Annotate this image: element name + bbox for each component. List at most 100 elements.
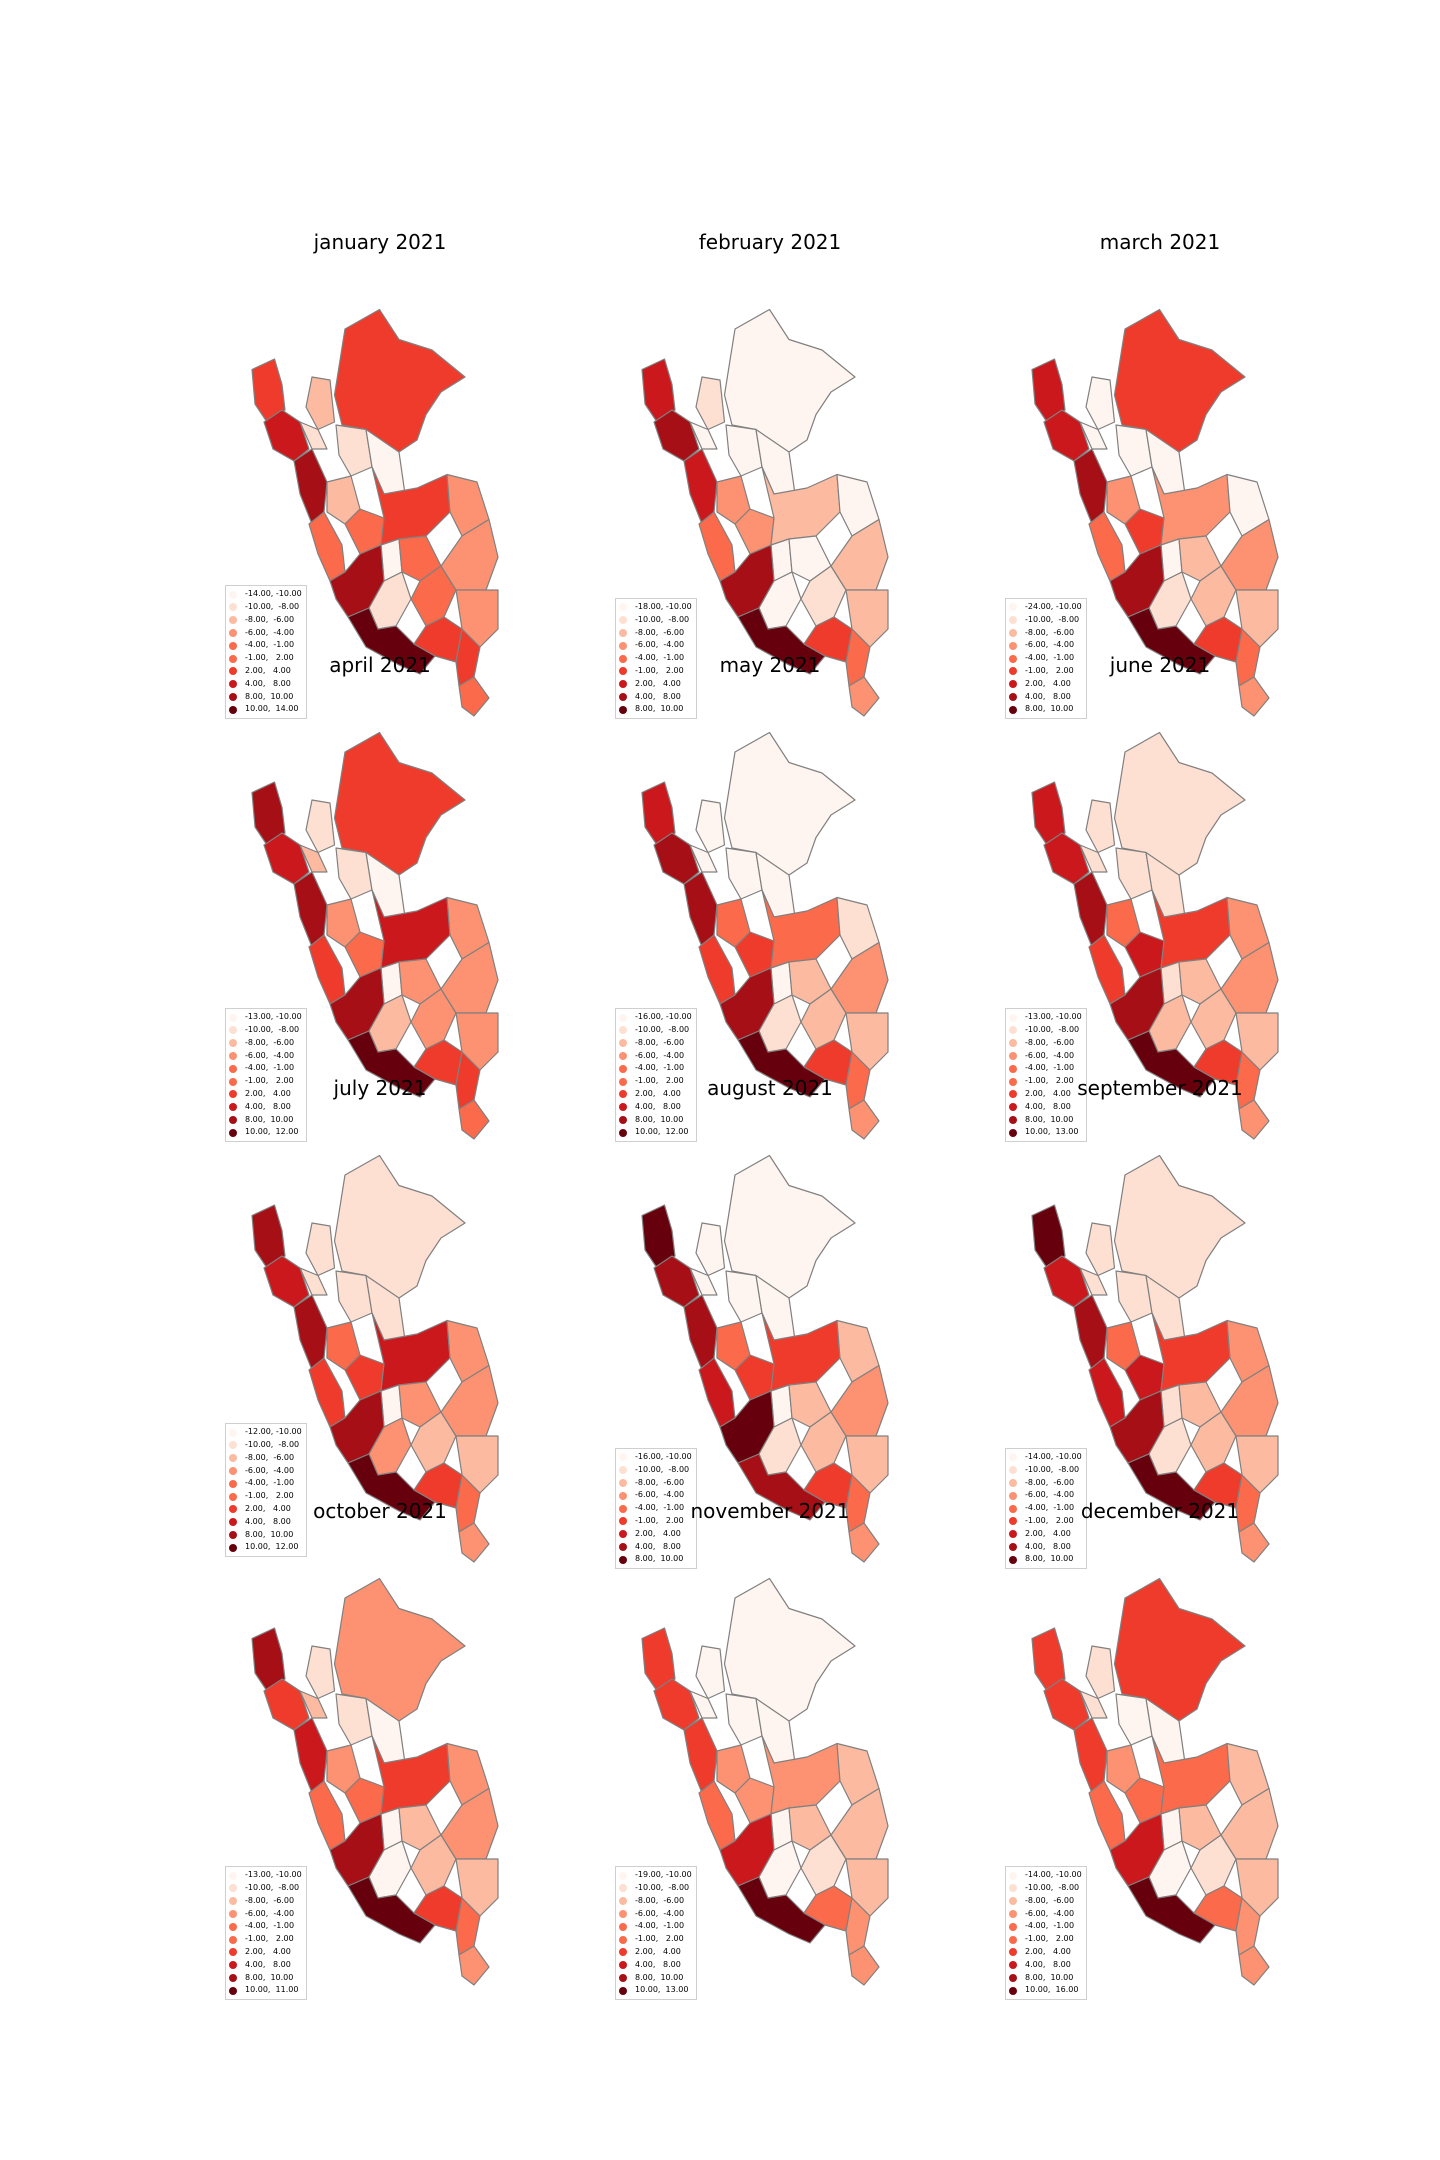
- region-shape: [845, 628, 871, 687]
- legend-label: -1.00, 2.00: [1025, 1934, 1074, 1944]
- peru-choropleth-map: [251, 308, 499, 717]
- legend-entry: 2.00, 4.00: [1009, 1528, 1082, 1541]
- region-shape: [1238, 1099, 1270, 1140]
- legend-entry: -4.00, -1.00: [1009, 652, 1082, 665]
- legend-entry: 8.00, 10.00: [619, 703, 692, 716]
- legend-label: -4.00, -1.00: [1025, 1063, 1075, 1073]
- legend-label: -6.00, -4.00: [1025, 1050, 1075, 1060]
- legend-color-dot: [229, 692, 237, 701]
- region-shape: [1085, 799, 1116, 854]
- legend-entry: -1.00, 2.00: [1009, 1933, 1082, 1946]
- legend-color-dot: [229, 1115, 237, 1124]
- legend-entry: 4.00, 8.00: [229, 1959, 302, 1972]
- legend-color-dot: [1009, 1897, 1017, 1906]
- legend-color-dot: [619, 1478, 627, 1487]
- legend-entry: 10.00, 16.00: [1009, 1984, 1082, 1997]
- legend-color-dot: [619, 603, 627, 612]
- region-shape: [1073, 871, 1108, 948]
- region-shape: [641, 781, 676, 846]
- legend-color-dot: [619, 1039, 627, 1048]
- region-shape: [848, 1522, 880, 1563]
- map-legend: -19.00, -10.00 -10.00, -8.00 -8.00, -6.00 -…: [615, 1866, 697, 2001]
- map-title: february 2021: [698, 230, 842, 254]
- legend-color-dot: [229, 1961, 237, 1970]
- legend-label: 8.00, 10.00: [1025, 1114, 1074, 1124]
- legend-entry: 2.00, 4.00: [619, 1088, 692, 1101]
- legend-color-dot: [619, 1128, 627, 1137]
- legend-color-dot: [229, 680, 237, 689]
- legend-entry: -4.00, -1.00: [619, 652, 692, 665]
- region-shape: [1085, 1645, 1116, 1700]
- region-shape: [335, 847, 373, 900]
- legend-color-dot: [229, 1543, 237, 1552]
- region-shape: [458, 1099, 490, 1140]
- legend-entry: -8.00, -6.00: [1009, 1895, 1082, 1908]
- region-shape: [653, 832, 700, 885]
- legend-entry: 4.00, 8.00: [229, 1516, 302, 1529]
- legend-color-dot: [229, 1064, 237, 1073]
- legend-color-dot: [1009, 1948, 1017, 1957]
- legend-color-dot: [1009, 1051, 1017, 1060]
- legend-color-dot: [1009, 1542, 1017, 1551]
- region-shape: [1043, 832, 1090, 885]
- legend-label: 10.00, 13.00: [635, 1985, 689, 1995]
- legend-color-dot: [1009, 1961, 1017, 1970]
- peru-choropleth-map: [251, 1154, 499, 1563]
- map-panel: april 2021 -13.00, -10.00 -10.00, -8.00 -8.…: [180, 653, 580, 1143]
- legend-entry: -1.00, 2.00: [229, 1490, 302, 1503]
- region-shape: [1235, 1051, 1261, 1110]
- legend-entry: 8.00, 10.00: [229, 1114, 302, 1127]
- legend-entry: 4.00, 8.00: [619, 1101, 692, 1114]
- legend-label: -24.00, -10.00: [1025, 602, 1082, 611]
- legend-entry: -10.00, -8.00: [229, 1024, 302, 1037]
- region-shape: [251, 781, 286, 846]
- region-shape: [845, 1012, 889, 1071]
- legend-label: -4.00, -1.00: [635, 1063, 685, 1073]
- legend-label: -6.00, -4.00: [635, 1050, 685, 1060]
- legend-entry: 8.00, 10.00: [619, 1114, 692, 1127]
- region-shape: [458, 1522, 490, 1563]
- region-shape: [1151, 466, 1231, 546]
- region-shape: [1085, 376, 1116, 431]
- legend-label: -4.00, -1.00: [245, 1921, 295, 1931]
- legend-label: -6.00, -4.00: [245, 627, 295, 637]
- legend-color-dot: [619, 692, 627, 701]
- legend-color-dot: [619, 680, 627, 689]
- legend-color-dot: [1009, 603, 1017, 612]
- region-shape: [845, 1897, 871, 1956]
- legend-color-dot: [1009, 1922, 1017, 1931]
- legend-color-dot: [1009, 705, 1017, 714]
- map-title: may 2021: [719, 653, 821, 677]
- legend-label: -4.00, -1.00: [245, 1063, 295, 1073]
- map-title: june 2021: [1109, 653, 1211, 677]
- legend-label: -13.00, -10.00: [245, 1870, 302, 1880]
- region-shape: [263, 1678, 310, 1731]
- legend-entry: -10.00, -8.00: [229, 1439, 302, 1452]
- legend-entry: -1.00, 2.00: [229, 652, 302, 665]
- legend-color-dot: [619, 1517, 627, 1526]
- region-shape: [761, 1312, 841, 1392]
- legend-entry: -4.00, -1.00: [229, 1477, 302, 1490]
- legend-color-dot: [619, 1090, 627, 1099]
- legend-entry: -6.00, -4.00: [619, 1489, 692, 1502]
- map-title: january 2021: [313, 230, 447, 254]
- legend-entry: -4.00, -1.00: [229, 639, 302, 652]
- region-shape: [293, 871, 328, 948]
- region-shape: [1238, 1945, 1270, 1986]
- legend-label: 10.00, 12.00: [635, 1127, 689, 1137]
- legend-entry: -8.00, -6.00: [1009, 1037, 1082, 1050]
- legend-label: -10.00, -8.00: [245, 1024, 300, 1034]
- region-shape: [1073, 1294, 1108, 1371]
- region-shape: [653, 1678, 700, 1731]
- legend-label: 4.00, 8.00: [635, 691, 681, 701]
- legend-label: 2.00, 4.00: [1025, 678, 1071, 688]
- legend-label: -6.00, -4.00: [1025, 640, 1075, 650]
- legend-color-dot: [619, 1909, 627, 1918]
- region-shape: [1079, 844, 1108, 873]
- region-shape: [308, 511, 346, 582]
- region-shape: [1151, 1735, 1231, 1815]
- region-shape: [1043, 1678, 1090, 1731]
- legend-color-dot: [1009, 1517, 1017, 1526]
- legend-label: 2.00, 4.00: [1025, 1088, 1071, 1098]
- legend-label: -4.00, -1.00: [635, 1921, 685, 1931]
